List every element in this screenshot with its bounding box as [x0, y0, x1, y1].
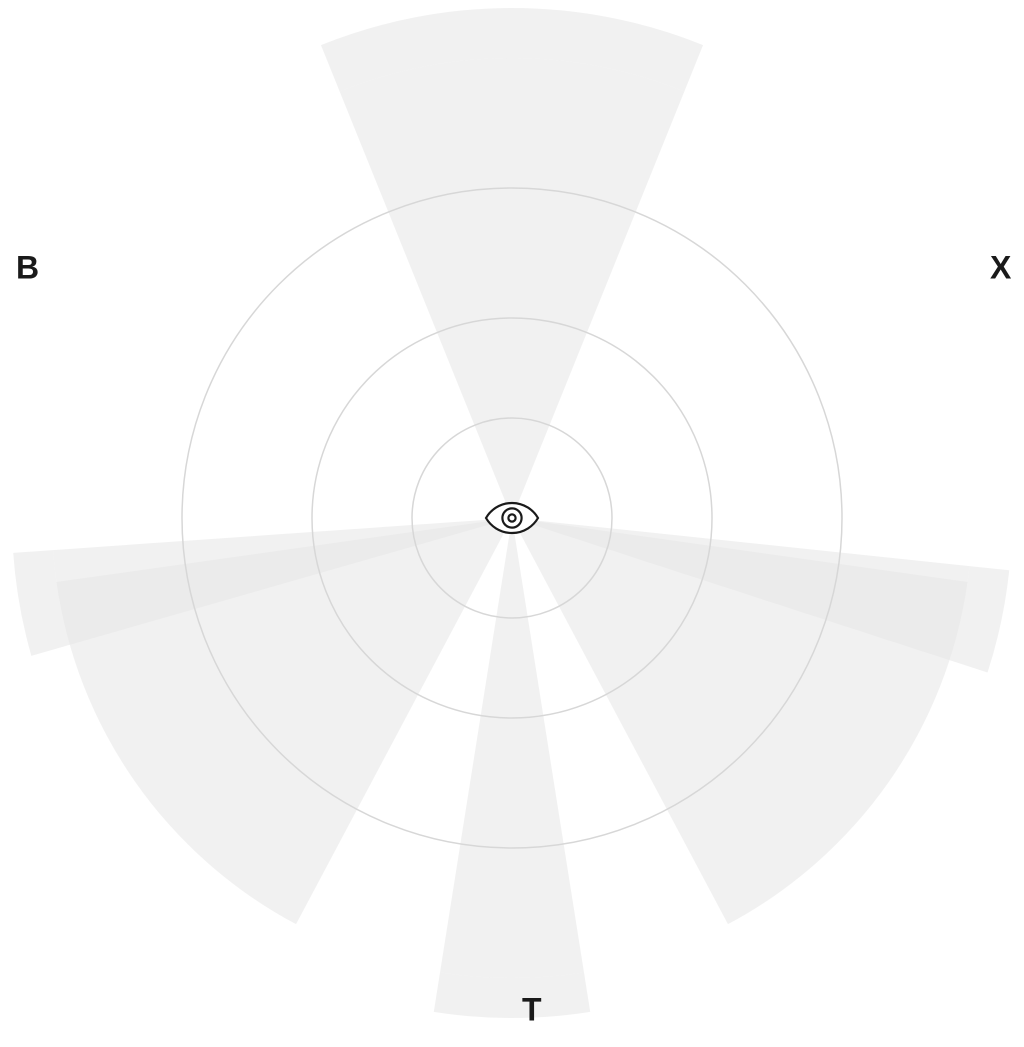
top-wide-cone [340, 58, 685, 518]
radial-diagram [0, 0, 1024, 1047]
label-X: X [990, 250, 1011, 287]
lower-left-wide [56, 518, 512, 924]
lower-right-wide [512, 518, 968, 924]
label-B: B [16, 250, 39, 287]
bottom-cone-cap [434, 972, 590, 1018]
label-T: T [522, 992, 542, 1029]
